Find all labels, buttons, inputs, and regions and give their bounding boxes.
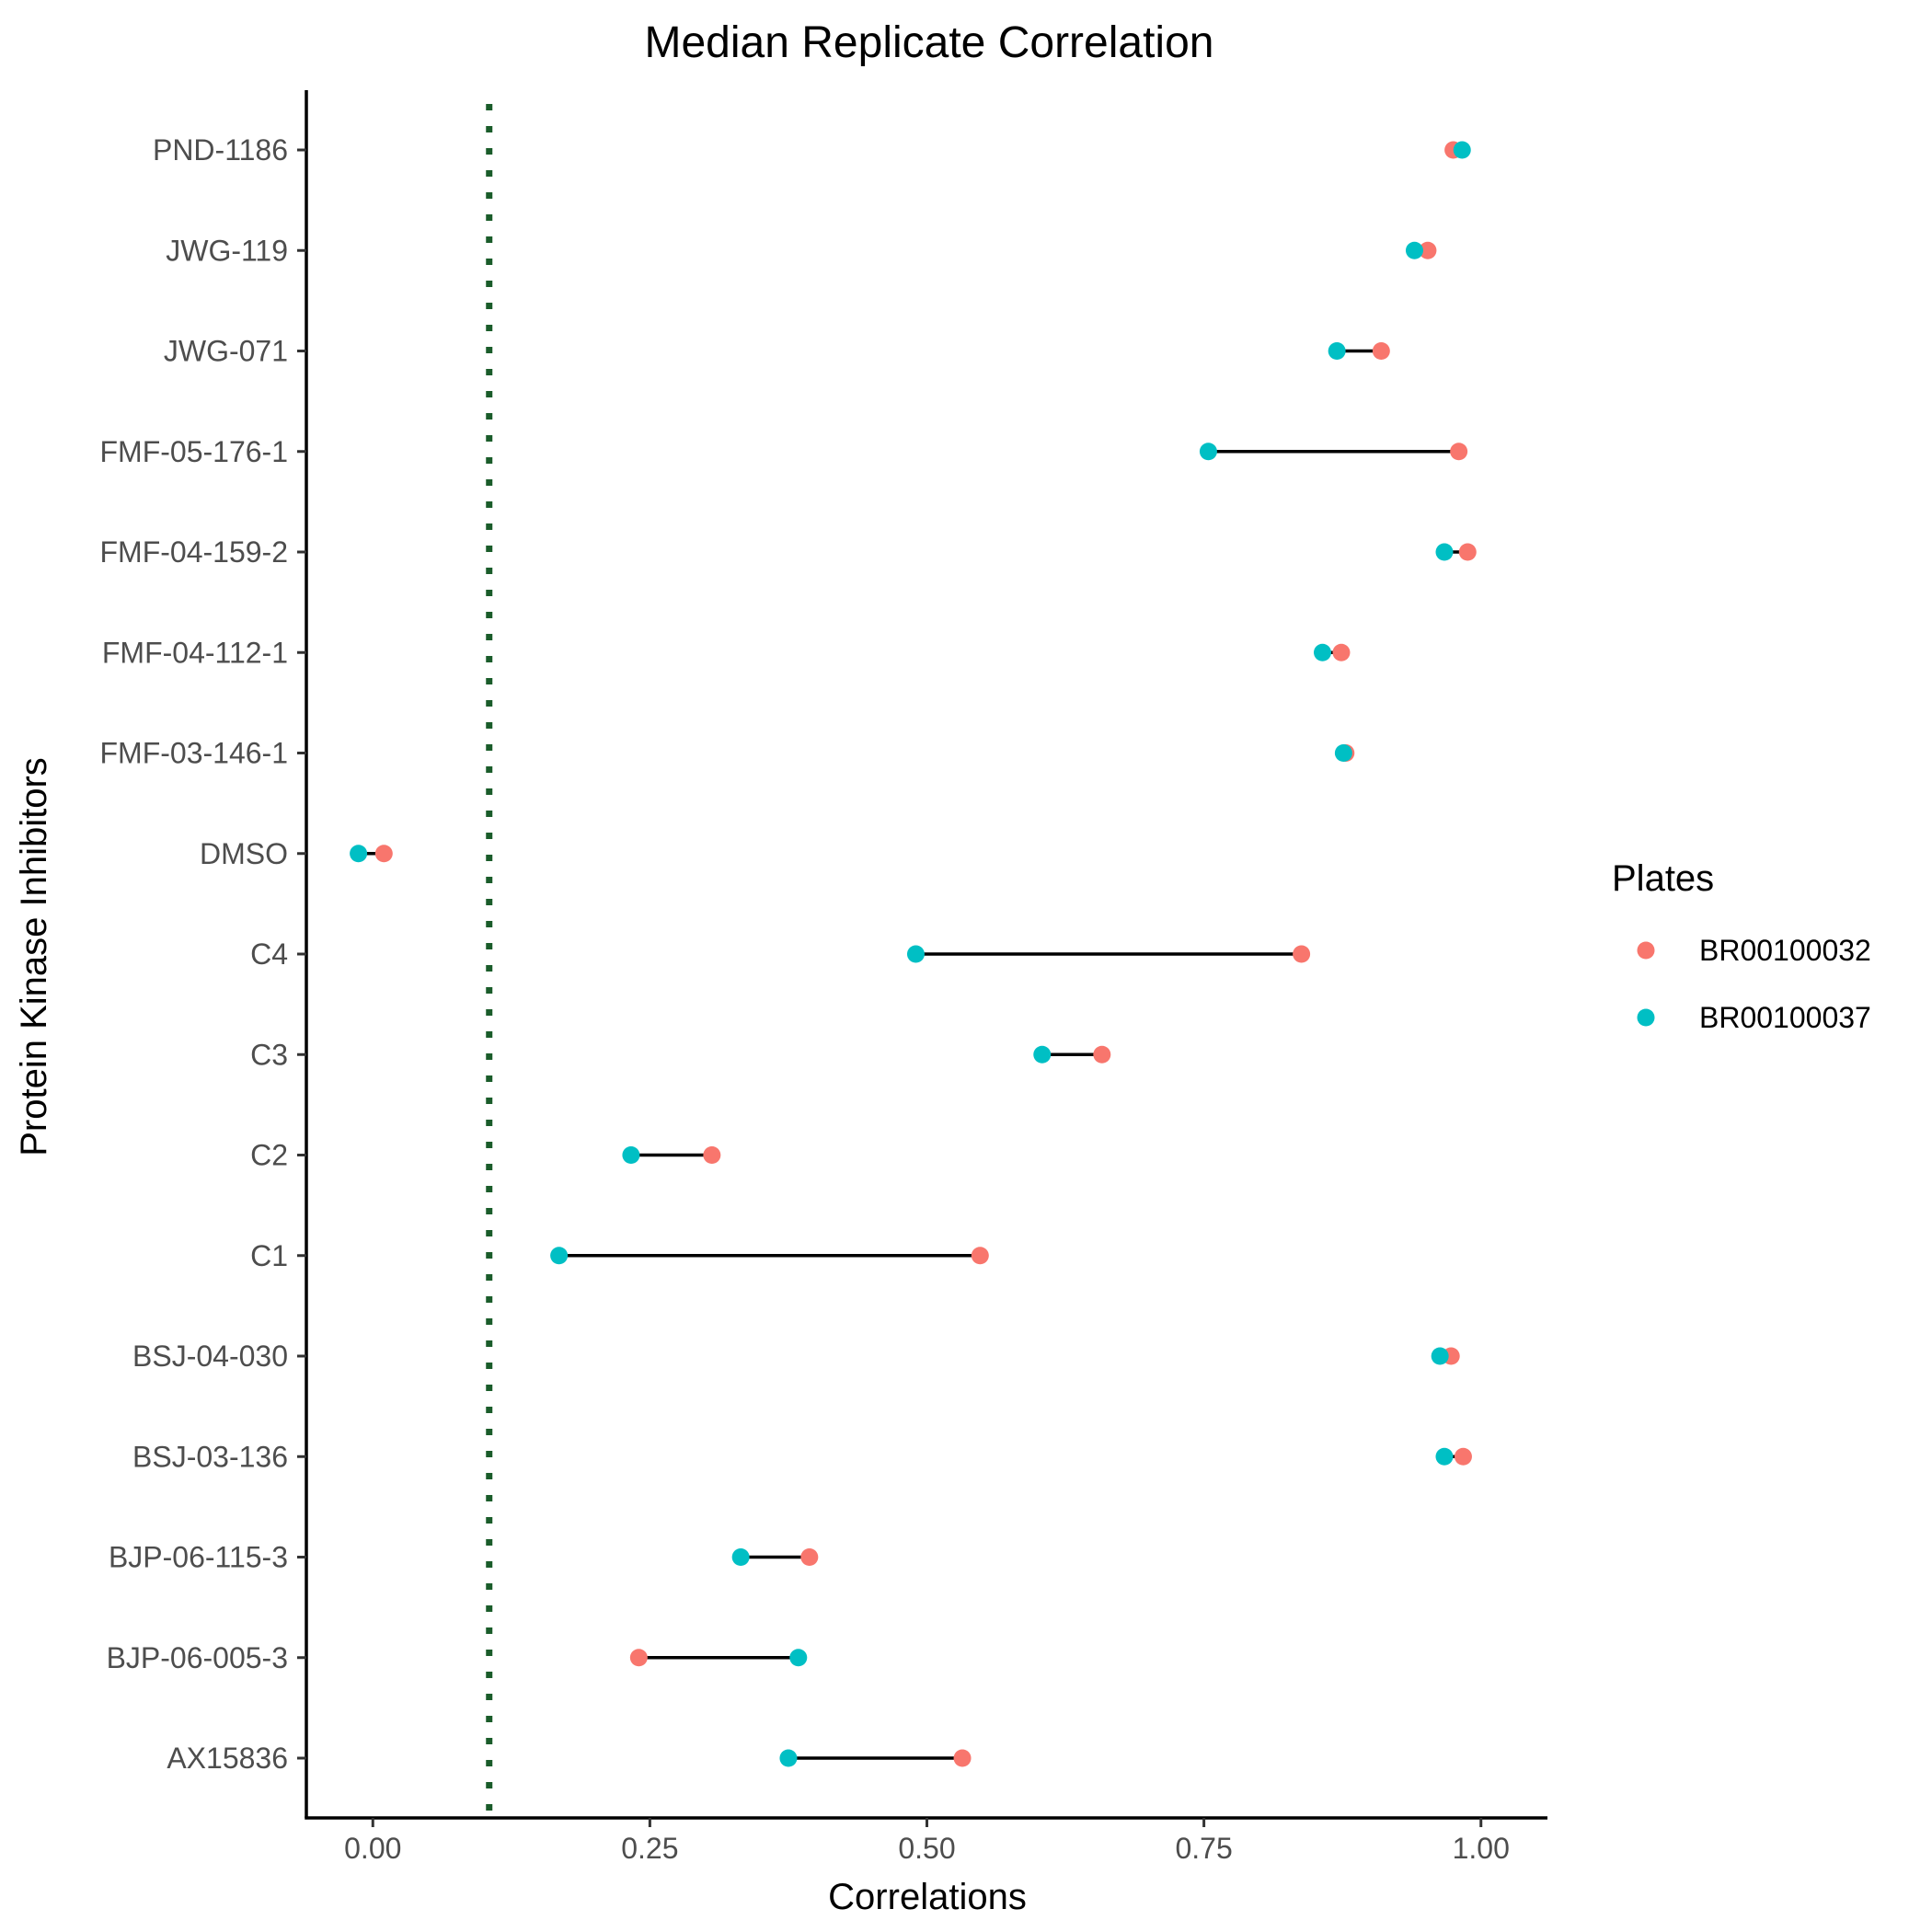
point-BR00100037-BJP-06-005-3 [789,1649,808,1667]
y-tick-label: C1 [250,1239,288,1272]
x-tick-label: 0.00 [344,1832,401,1865]
point-BR00100032-FMF-04-159-2 [1458,543,1477,561]
y-tick-label: C2 [250,1139,288,1172]
point-BR00100037-BJP-06-115-3 [731,1548,750,1566]
y-tick-label: BSJ-03-136 [132,1440,288,1473]
point-BR00100037-C2 [622,1146,640,1164]
legend-key-BR00100037 [1637,1008,1655,1027]
x-axis-title: Correlations [828,1877,1027,1917]
point-BR00100037-FMF-04-159-2 [1435,543,1454,561]
point-BR00100037-JWG-119 [1405,241,1423,259]
y-axis-title: Protein Kinase Inhibitors [14,757,54,1156]
point-BR00100032-C2 [703,1146,721,1164]
point-BR00100037-FMF-04-112-1 [1313,643,1331,661]
x-tick-label: 0.50 [898,1832,955,1865]
legend-label-BR00100037: BR00100037 [1699,1001,1871,1034]
point-BR00100032-BSJ-03-136 [1454,1447,1472,1466]
y-tick-label: FMF-04-159-2 [100,535,289,569]
point-BR00100037-BSJ-04-030 [1431,1347,1449,1365]
y-tick-label: JWG-119 [166,234,288,267]
y-axis-ticks: PND-1186 JWG-119 JWG-071 FMF-05-176-1 FMF-04… [100,133,306,1775]
y-tick-label: BSJ-04-030 [132,1340,288,1373]
point-BR00100032-C4 [1293,945,1311,963]
y-tick-label: FMF-05-176-1 [100,435,289,468]
legend-title: Plates [1612,858,1714,899]
point-BR00100037-C4 [906,945,925,963]
legend: Plates BR00100032 BR00100037 [1612,858,1871,1034]
point-BR00100037-C3 [1033,1045,1052,1064]
x-axis-ticks: 0.00 0.25 0.50 0.75 1.00 [344,1818,1510,1865]
point-BR00100032-FMF-05-176-1 [1450,443,1468,461]
legend-key-BR00100032 [1637,941,1655,960]
legend-label-BR00100032: BR00100032 [1699,934,1871,967]
point-BR00100032-BJP-06-115-3 [800,1548,819,1566]
point-BR00100032-C1 [971,1247,989,1265]
point-BR00100032-JWG-119 [1419,241,1437,259]
y-tick-label: DMSO [200,837,288,870]
y-tick-label: FMF-04-112-1 [102,636,288,669]
y-tick-label: BJP-06-115-3 [109,1541,288,1574]
point-BR00100037-FMF-03-146-1 [1334,744,1352,762]
y-tick-label: C4 [250,937,288,971]
chart-title: Median Replicate Correlation [645,18,1214,67]
point-BR00100032-C3 [1093,1045,1111,1064]
point-BR00100037-DMSO [350,845,368,863]
point-BR00100037-AX15836 [779,1749,798,1767]
point-BR00100032-BJP-06-005-3 [629,1649,648,1667]
plot-area [350,104,1477,1818]
point-BR00100037-BSJ-03-136 [1435,1447,1454,1466]
y-tick-label: JWG-071 [164,335,288,368]
point-BR00100037-FMF-05-176-1 [1199,443,1217,461]
point-BR00100037-C1 [550,1247,569,1265]
y-tick-label: FMF-03-146-1 [100,737,289,770]
y-tick-label: AX15836 [167,1742,288,1775]
x-tick-label: 1.00 [1453,1832,1510,1865]
x-tick-label: 0.25 [621,1832,678,1865]
point-BR00100037-JWG-071 [1328,342,1346,360]
y-tick-label: C3 [250,1038,288,1071]
point-BR00100037-PND-1186 [1453,141,1471,159]
point-BR00100032-DMSO [374,845,393,863]
y-tick-label: BJP-06-005-3 [107,1641,288,1674]
y-tick-label: PND-1186 [153,133,288,167]
point-BR00100032-JWG-071 [1372,342,1390,360]
x-tick-label: 0.75 [1175,1832,1232,1865]
point-BR00100032-FMF-04-112-1 [1332,643,1351,661]
point-BR00100032-AX15836 [953,1749,972,1767]
